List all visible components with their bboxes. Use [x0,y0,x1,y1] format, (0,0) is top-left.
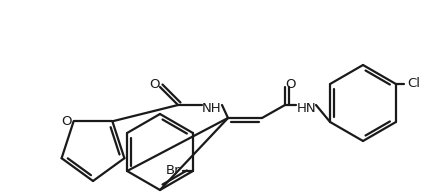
Text: O: O [285,77,295,90]
Text: O: O [61,115,72,128]
Text: HN: HN [297,102,317,114]
Text: Br: Br [166,165,180,177]
Text: NH: NH [202,102,222,114]
Text: Cl: Cl [407,77,421,90]
Text: O: O [149,79,159,91]
